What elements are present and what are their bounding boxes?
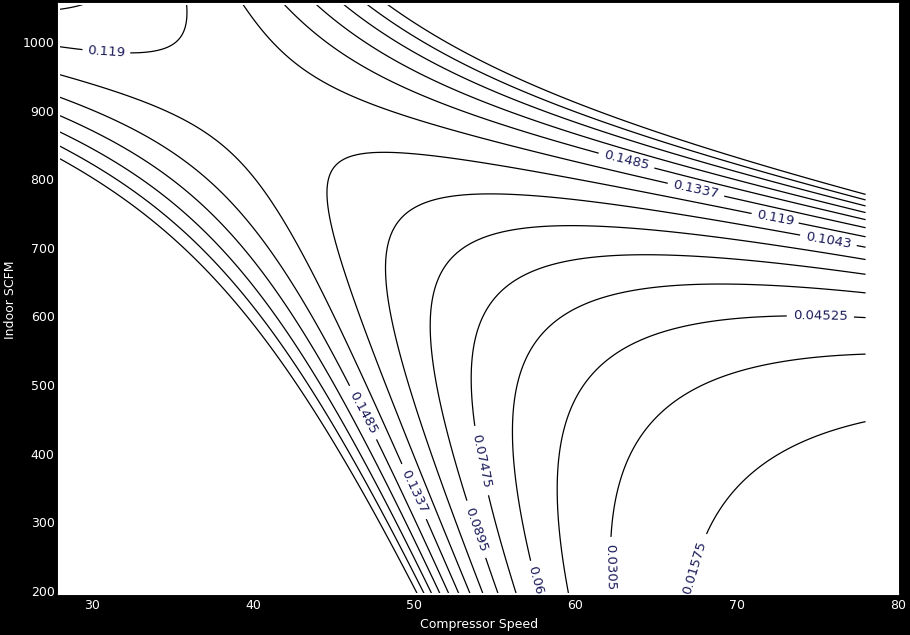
Text: 0.119: 0.119 <box>755 208 795 228</box>
Text: 0.06: 0.06 <box>525 565 545 596</box>
Text: 0.1485: 0.1485 <box>602 149 651 173</box>
Text: 0.119: 0.119 <box>87 44 126 60</box>
X-axis label: Compressor Speed: Compressor Speed <box>420 618 538 631</box>
Text: 0.04525: 0.04525 <box>793 309 848 323</box>
Text: 0.01575: 0.01575 <box>681 539 709 596</box>
Text: 0.0895: 0.0895 <box>462 505 490 553</box>
Text: 0.1337: 0.1337 <box>399 468 430 516</box>
Text: 0.07475: 0.07475 <box>469 432 492 489</box>
Text: 0.1043: 0.1043 <box>804 230 853 251</box>
Text: 0.1337: 0.1337 <box>672 178 720 201</box>
Text: 0.1485: 0.1485 <box>347 389 379 436</box>
Text: 0.0305: 0.0305 <box>603 544 618 591</box>
Y-axis label: Indoor SCFM: Indoor SCFM <box>5 260 17 338</box>
